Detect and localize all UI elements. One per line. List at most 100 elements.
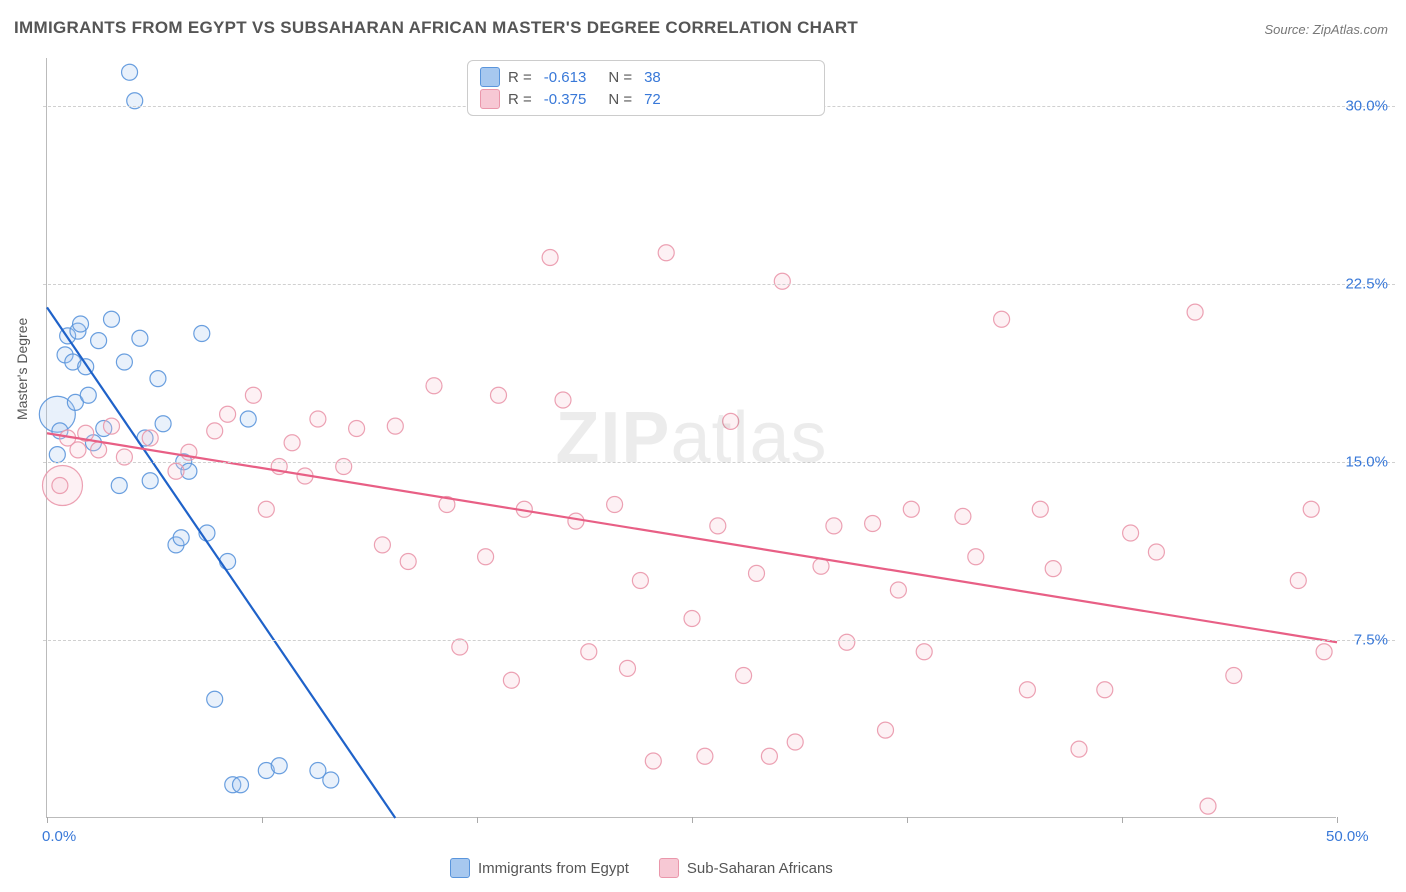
scatter-point [122,64,138,80]
x-tick [1337,817,1338,823]
x-tick [477,817,478,823]
scatter-point [903,501,919,517]
scatter-svg [47,58,1337,818]
scatter-point [142,430,158,446]
y-tick-label: 7.5% [1354,631,1388,648]
r-label: R = [508,69,532,86]
scatter-point [684,611,700,627]
source-attribution: Source: ZipAtlas.com [1264,22,1388,37]
x-tick [47,817,48,823]
scatter-point [310,411,326,427]
legend-swatch [480,89,500,109]
scatter-point [1226,668,1242,684]
legend-row: R =-0.375N =72 [480,88,812,110]
scatter-point [645,753,661,769]
scatter-point [1123,525,1139,541]
scatter-point [955,508,971,524]
correlation-legend: R =-0.613N =38R =-0.375N =72 [467,60,825,116]
series-legend: Immigrants from Egypt Sub-Saharan African… [450,858,833,878]
scatter-point [155,416,171,432]
scatter-point [426,378,442,394]
scatter-point [168,463,184,479]
scatter-point [736,668,752,684]
n-label: N = [608,69,632,86]
trendline [47,307,395,818]
scatter-point [387,418,403,434]
x-tick [907,817,908,823]
legend-label: Immigrants from Egypt [478,860,629,877]
scatter-point [503,672,519,688]
scatter-point [142,473,158,489]
x-tick-label-max: 50.0% [1326,828,1369,845]
scatter-point [968,549,984,565]
gridline [43,462,1395,463]
scatter-point [116,354,132,370]
y-tick-label: 22.5% [1345,275,1388,292]
legend-swatch [480,67,500,87]
scatter-point [890,582,906,598]
scatter-point [132,330,148,346]
scatter-point [555,392,571,408]
scatter-point [826,518,842,534]
y-tick-label: 30.0% [1345,97,1388,114]
legend-label: Sub-Saharan Africans [687,860,833,877]
scatter-point [271,758,287,774]
scatter-point [49,447,65,463]
scatter-point [104,418,120,434]
scatter-point [581,644,597,660]
scatter-point [349,421,365,437]
scatter-point [1097,682,1113,698]
n-value: 38 [644,69,661,86]
y-tick-label: 15.0% [1345,453,1388,470]
scatter-point [749,565,765,581]
legend-swatch [659,858,679,878]
scatter-point [1200,798,1216,814]
scatter-point [620,660,636,676]
scatter-point [568,513,584,529]
chart-title: IMMIGRANTS FROM EGYPT VS SUBSAHARAN AFRI… [14,18,858,38]
scatter-point [491,387,507,403]
n-value: 72 [644,91,661,108]
scatter-point [1316,644,1332,660]
scatter-point [916,644,932,660]
plot-area: ZIPatlas R =-0.613N =38R =-0.375N =72 [46,58,1336,818]
scatter-point [374,537,390,553]
scatter-point [323,772,339,788]
legend-swatch [450,858,470,878]
scatter-point [1032,501,1048,517]
scatter-point [710,518,726,534]
scatter-point [865,516,881,532]
scatter-point [1045,561,1061,577]
gridline [43,284,1395,285]
scatter-point [761,748,777,764]
scatter-point [994,311,1010,327]
gridline [43,640,1395,641]
legend-item: Sub-Saharan Africans [659,858,833,878]
scatter-point [207,423,223,439]
scatter-point [452,639,468,655]
scatter-point [150,371,166,387]
scatter-point [52,478,68,494]
scatter-point [697,748,713,764]
legend-row: R =-0.613N =38 [480,66,812,88]
scatter-point [240,411,256,427]
scatter-point [478,549,494,565]
scatter-point [1290,573,1306,589]
scatter-point [1303,501,1319,517]
scatter-point [1019,682,1035,698]
scatter-point [774,273,790,289]
scatter-point [284,435,300,451]
scatter-point [1071,741,1087,757]
scatter-point [194,326,210,342]
scatter-point [73,316,89,332]
scatter-point [104,311,120,327]
scatter-point [173,530,189,546]
scatter-point [878,722,894,738]
n-label: N = [608,91,632,108]
scatter-point [233,777,249,793]
scatter-point [1148,544,1164,560]
scatter-point [787,734,803,750]
scatter-point [400,554,416,570]
scatter-point [111,478,127,494]
scatter-point [220,554,236,570]
